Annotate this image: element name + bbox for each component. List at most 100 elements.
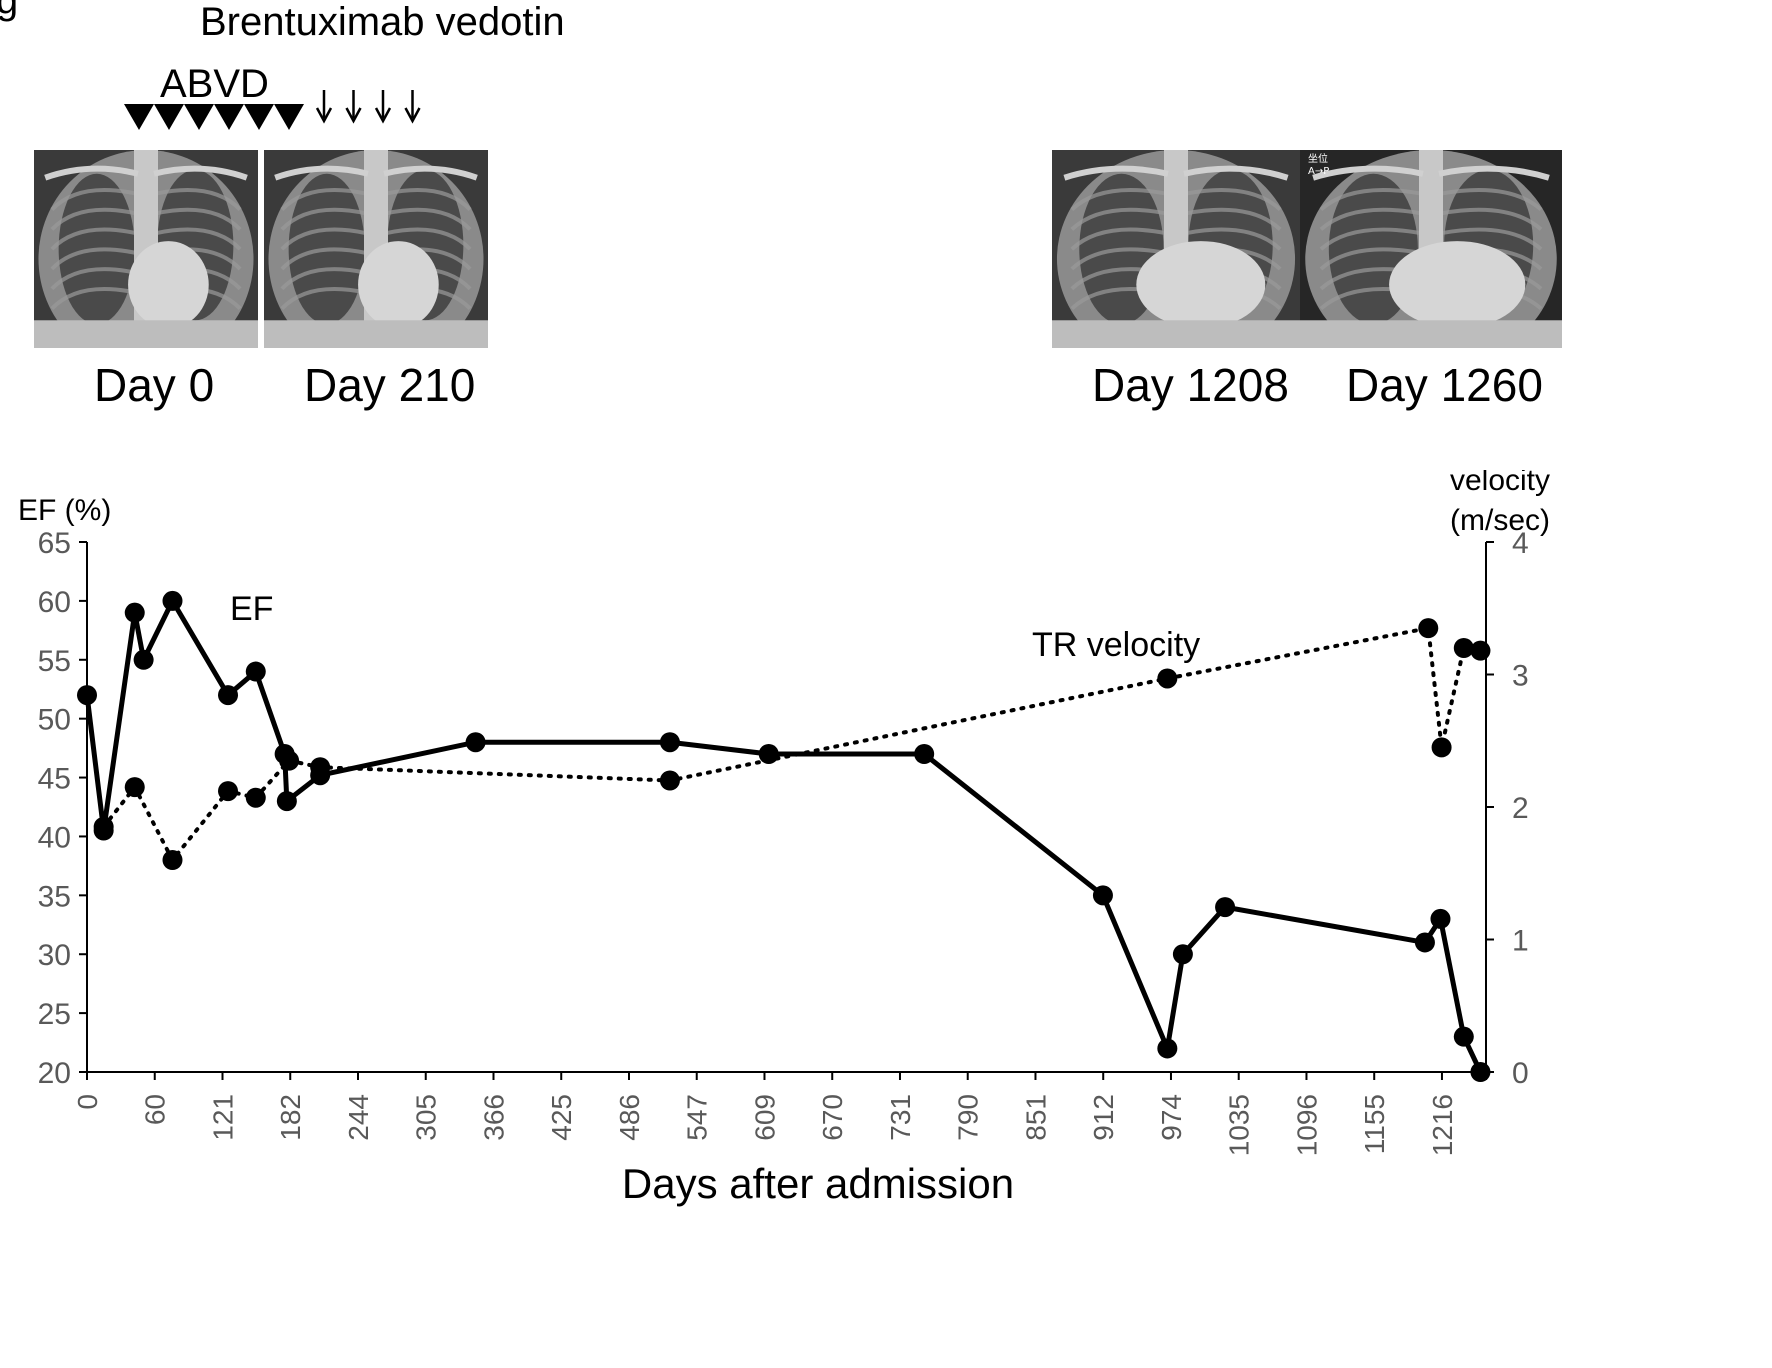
abvd-cycle-marker bbox=[124, 104, 154, 130]
tr-velocity-data-point bbox=[124, 777, 145, 798]
abvd-cycle-marker bbox=[154, 104, 184, 130]
x-tick-label: 609 bbox=[749, 1094, 780, 1141]
tr-velocity-data-point bbox=[245, 787, 266, 808]
right-y-tick-label: 3 bbox=[1512, 660, 1529, 693]
tr-velocity-data-point bbox=[659, 770, 680, 791]
xray-image-day-210 bbox=[264, 150, 488, 348]
right-y-tick-label: 2 bbox=[1512, 792, 1529, 825]
ef-data-point bbox=[245, 661, 266, 682]
tr-velocity-data-point bbox=[1431, 737, 1452, 758]
ef-data-point bbox=[465, 732, 486, 753]
tr-velocity-data-point bbox=[1157, 668, 1178, 689]
x-tick-label: 182 bbox=[275, 1094, 306, 1141]
treatment-timeline bbox=[124, 90, 421, 130]
right-y-tick-label: 0 bbox=[1512, 1057, 1529, 1090]
ef-data-point bbox=[659, 732, 680, 753]
tr-velocity-series-annotation: TR velocity bbox=[1032, 626, 1200, 664]
left-y-tick-label: 50 bbox=[38, 704, 71, 737]
ef-data-point bbox=[1157, 1038, 1178, 1059]
x-tick-label: 851 bbox=[1020, 1094, 1051, 1141]
bv-dose-arrow bbox=[404, 90, 421, 124]
bv-dose-arrow bbox=[345, 90, 362, 124]
xray-image-day-0 bbox=[34, 150, 258, 348]
x-tick-label: 731 bbox=[885, 1094, 916, 1141]
x-tick-label: 486 bbox=[614, 1094, 645, 1141]
xray-image-day-1260: 坐位 A→P bbox=[1300, 150, 1562, 348]
ef-data-point bbox=[77, 685, 97, 706]
x-tick-label: 1216 bbox=[1427, 1094, 1458, 1156]
x-tick-label: 1096 bbox=[1291, 1094, 1322, 1156]
x-tick-label: 790 bbox=[953, 1094, 984, 1141]
left-y-axis-title: EF (%) bbox=[18, 494, 111, 527]
abvd-cycle-marker bbox=[214, 104, 244, 130]
tr-velocity-series-line bbox=[101, 625, 1483, 864]
left-y-tick-label: 30 bbox=[38, 939, 71, 972]
tr-velocity-data-point bbox=[162, 850, 183, 870]
tr-velocity-data-point bbox=[310, 757, 331, 778]
x-tick-label: 974 bbox=[1156, 1094, 1187, 1141]
left-y-tick-label: 35 bbox=[38, 880, 71, 913]
ef-data-point bbox=[1172, 944, 1193, 965]
ef-series-annotation: EF bbox=[230, 590, 273, 628]
bv-dose-arrow bbox=[315, 90, 333, 124]
left-y-tick-label: 55 bbox=[38, 645, 71, 678]
ef-data-point bbox=[758, 744, 779, 764]
xray-label-day-1260: Day 1260 bbox=[1346, 359, 1543, 411]
x-tick-label: 425 bbox=[546, 1094, 577, 1141]
tr-velocity-data-point bbox=[1470, 640, 1491, 661]
ef-data-point bbox=[218, 685, 239, 706]
ef-data-point bbox=[1430, 908, 1451, 929]
abvd-cycle-marker bbox=[184, 104, 214, 130]
bv-dose-arrow bbox=[374, 90, 392, 124]
x-tick-label: 305 bbox=[411, 1094, 442, 1141]
x-tick-label: 244 bbox=[343, 1094, 374, 1141]
tr-velocity-data-point bbox=[279, 750, 300, 771]
xray-label-day-210: Day 210 bbox=[304, 359, 476, 411]
ef-data-point bbox=[1453, 1026, 1474, 1047]
tr-velocity-data-point bbox=[93, 816, 114, 837]
right-y-axis-title-line: velocity bbox=[1450, 470, 1550, 497]
tr-velocity-data-point bbox=[218, 781, 239, 802]
tr-velocity-data-point bbox=[1418, 618, 1439, 639]
xray-overlay-text: 坐位 A→P bbox=[1308, 154, 1330, 177]
x-tick-label: 366 bbox=[478, 1094, 509, 1141]
x-tick-label: 60 bbox=[140, 1094, 171, 1125]
left-y-tick-label: 25 bbox=[38, 998, 71, 1031]
ef-data-point bbox=[1470, 1062, 1491, 1082]
ef-series-line bbox=[84, 595, 1483, 1074]
x-tick-label: 0 bbox=[72, 1094, 103, 1110]
left-y-tick-label: 65 bbox=[38, 527, 71, 560]
left-y-tick-label: 60 bbox=[38, 586, 71, 619]
abvd-cycle-marker bbox=[274, 104, 304, 130]
x-axis-title: Days after admission bbox=[622, 1160, 1014, 1207]
right-y-tick-label: 1 bbox=[1512, 925, 1529, 958]
brentuximab-vedotin-label: Brentuximab vedotin bbox=[200, 0, 565, 44]
x-tick-label: 670 bbox=[817, 1094, 848, 1141]
left-y-tick-label: 45 bbox=[38, 763, 71, 796]
ef-data-point bbox=[1414, 932, 1435, 953]
xray-image-day-1208 bbox=[1052, 150, 1300, 348]
xray-label-day-0: Day 0 bbox=[94, 359, 215, 411]
ef-data-point bbox=[914, 744, 935, 764]
panel-letter: g bbox=[0, 0, 19, 22]
x-tick-label: 1155 bbox=[1359, 1094, 1390, 1154]
xray-label-day-1208: Day 1208 bbox=[1092, 359, 1289, 411]
tr-velocity-data-point bbox=[1453, 638, 1474, 658]
left-y-tick-label: 40 bbox=[38, 821, 71, 854]
x-tick-label: 912 bbox=[1088, 1094, 1119, 1141]
ef-data-point bbox=[124, 602, 145, 623]
right-y-tick-label: 4 bbox=[1512, 527, 1529, 560]
ef-data-point bbox=[1092, 885, 1113, 906]
ef-data-point bbox=[276, 791, 297, 812]
x-tick-label: 121 bbox=[207, 1094, 238, 1141]
ef-data-point bbox=[133, 649, 154, 670]
x-tick-label: 1035 bbox=[1224, 1094, 1255, 1156]
right-y-axis-title-line: (m/sec) bbox=[1450, 504, 1550, 537]
abvd-cycle-marker bbox=[244, 104, 274, 130]
ef-data-point bbox=[162, 590, 183, 611]
x-tick-label: 547 bbox=[682, 1094, 713, 1141]
ef-data-point bbox=[1215, 897, 1236, 918]
abvd-label: ABVD bbox=[160, 62, 269, 106]
left-y-tick-label: 20 bbox=[38, 1057, 71, 1090]
